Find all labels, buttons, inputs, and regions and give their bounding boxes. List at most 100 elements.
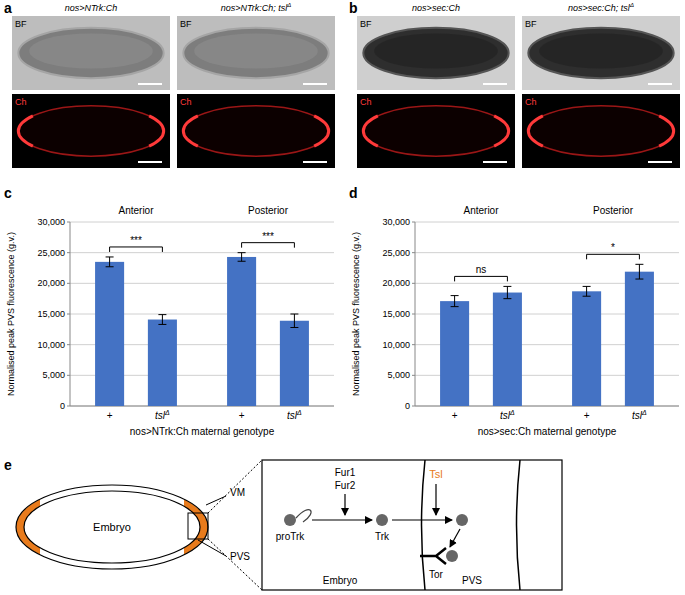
- yolk: [194, 33, 318, 68]
- embryo-outline: [528, 106, 673, 156]
- image-panel: anos>NTrk:ChBFChnos>NTrk:Ch; tslΔBFCh: [4, 0, 335, 168]
- category-label: +: [452, 410, 458, 421]
- significance: ns: [476, 264, 487, 275]
- tick-label: 5,000: [42, 370, 65, 380]
- text-part: 10,000: [37, 340, 65, 350]
- tick-label: 10,000: [37, 340, 65, 350]
- text-part: Anterior: [463, 205, 499, 216]
- channel-label: BF: [525, 19, 537, 29]
- text-part: Embryo: [323, 575, 358, 586]
- tick-label: 30,000: [382, 217, 410, 227]
- text-part: 15,000: [382, 309, 410, 319]
- text-part: +: [584, 410, 590, 421]
- text-part: ns: [476, 264, 487, 275]
- panel-label: d: [349, 185, 358, 201]
- image-bg: [12, 16, 170, 90]
- scale-bar: [483, 83, 507, 85]
- error-bar: [158, 315, 166, 325]
- error-cap: [583, 286, 591, 287]
- text-part: +: [452, 410, 458, 421]
- text-part: 20,000: [37, 278, 65, 288]
- molecule: [376, 514, 388, 526]
- tick-label: 25,000: [382, 248, 410, 258]
- text-part: proTrk: [276, 531, 306, 542]
- error-cap: [451, 306, 459, 307]
- category-label: +: [107, 410, 113, 421]
- error-bar: [106, 257, 114, 267]
- embryo-outline: [183, 106, 328, 156]
- embryo: [528, 28, 673, 78]
- error-cap: [635, 264, 643, 265]
- bar: [493, 293, 522, 406]
- error-cap: [503, 286, 511, 287]
- superscript: Δ: [629, 2, 634, 8]
- embryo-outline: [18, 106, 163, 156]
- category-label: tslΔ: [287, 409, 302, 421]
- tick-label: 10,000: [382, 340, 410, 350]
- tick-label: 0: [60, 401, 65, 411]
- molecule: [284, 514, 296, 526]
- arrow: [450, 529, 460, 547]
- image-panel: bnos>sec:ChBFChnos>sec:Ch; tslΔBFCh: [349, 0, 680, 168]
- text-part: Embryo: [93, 521, 131, 533]
- text-part: e: [4, 457, 12, 473]
- category-label: tslΔ: [500, 409, 515, 421]
- text-part: Trk: [375, 531, 390, 542]
- error-stem: [294, 314, 295, 327]
- text-part: BF: [360, 19, 372, 29]
- tick-label: 20,000: [382, 278, 410, 288]
- label: proTrk: [276, 531, 306, 542]
- panel-label: e: [4, 457, 12, 473]
- error-cap: [451, 295, 459, 296]
- text-part: 0: [60, 401, 65, 411]
- error-cap: [290, 327, 298, 328]
- image-bg: [357, 16, 515, 90]
- error-bar: [451, 296, 459, 307]
- pole-signal: [149, 116, 164, 146]
- molecule: [456, 514, 468, 526]
- tick-label: 15,000: [37, 309, 65, 319]
- diagram: eEmbryoVMPVSproTrkFur1Fur2TrkTslTorEmbry…: [4, 457, 562, 590]
- text-part: nos>NTrk:Ch; tsl: [221, 3, 289, 13]
- error-stem: [241, 253, 242, 262]
- text-part: Tor: [429, 569, 444, 580]
- zoom-box: [188, 513, 208, 539]
- y-axis: [415, 222, 416, 406]
- pole-signal: [183, 116, 198, 146]
- text-part: Ch: [180, 97, 192, 107]
- category-label: +: [239, 410, 245, 421]
- scale-bar: [138, 161, 162, 163]
- text-part: 10,000: [382, 340, 410, 350]
- category-label: tslΔ: [155, 409, 170, 421]
- caption: nos>NTrk:Ch: [65, 3, 118, 13]
- text-part: +: [239, 410, 245, 421]
- embryo: [363, 28, 508, 78]
- text-part: a: [4, 0, 12, 16]
- tick-label: 20,000: [37, 278, 65, 288]
- label: Tor: [429, 569, 444, 580]
- pole-signal: [659, 116, 674, 146]
- text-part: 5,000: [387, 370, 410, 380]
- pole-signal: [363, 116, 378, 146]
- panel-label: b: [349, 0, 358, 16]
- panel-label: c: [4, 185, 12, 201]
- error-cap: [290, 314, 298, 315]
- y-axis: [70, 222, 71, 406]
- channel-label: Ch: [360, 97, 372, 107]
- text-part: PVS: [462, 575, 482, 586]
- bar: [625, 272, 654, 406]
- channel-label: Ch: [180, 97, 192, 107]
- significance-bracket: [455, 276, 508, 281]
- grid-line: [415, 222, 679, 223]
- inset-box: [262, 460, 562, 590]
- membrane: [422, 460, 426, 590]
- category-label: +: [584, 410, 590, 421]
- superscript: Δ: [164, 409, 170, 416]
- text-part: 30,000: [382, 217, 410, 227]
- tick-label: 0: [405, 401, 410, 411]
- text-part: Ch: [360, 97, 372, 107]
- category-label: tslΔ: [632, 409, 647, 421]
- significance-bracket: [242, 243, 295, 248]
- label: Trk: [375, 531, 390, 542]
- text-part: nos>sec:Ch; tsl: [568, 3, 631, 13]
